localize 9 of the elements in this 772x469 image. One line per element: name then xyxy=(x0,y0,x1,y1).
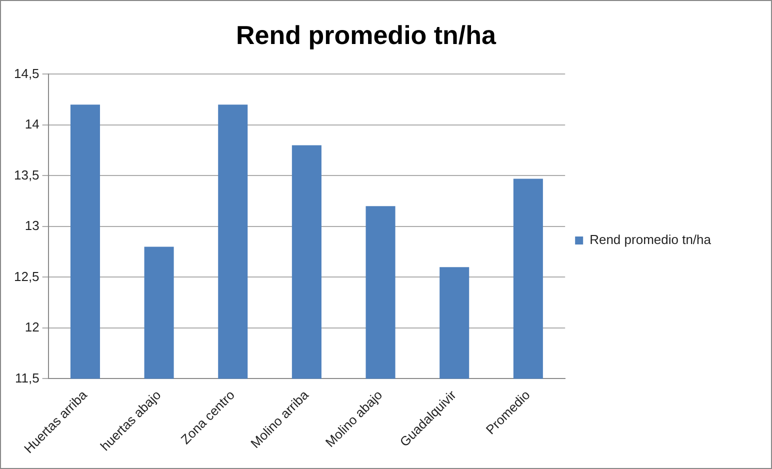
y-tick-label: 11,5 xyxy=(14,370,40,386)
y-tick-label: 12,5 xyxy=(14,268,40,284)
y-tick-label: 13 xyxy=(24,218,40,234)
y-tick-label: 14 xyxy=(24,116,40,132)
legend-label: Rend promedio tn/ha xyxy=(590,232,712,248)
chart-title: Rend promedio tn/ha xyxy=(236,20,497,50)
y-tick-label: 12 xyxy=(24,320,40,335)
y-tick-label: 13,5 xyxy=(14,167,40,182)
y-tick-label: 14,5 xyxy=(14,66,40,81)
